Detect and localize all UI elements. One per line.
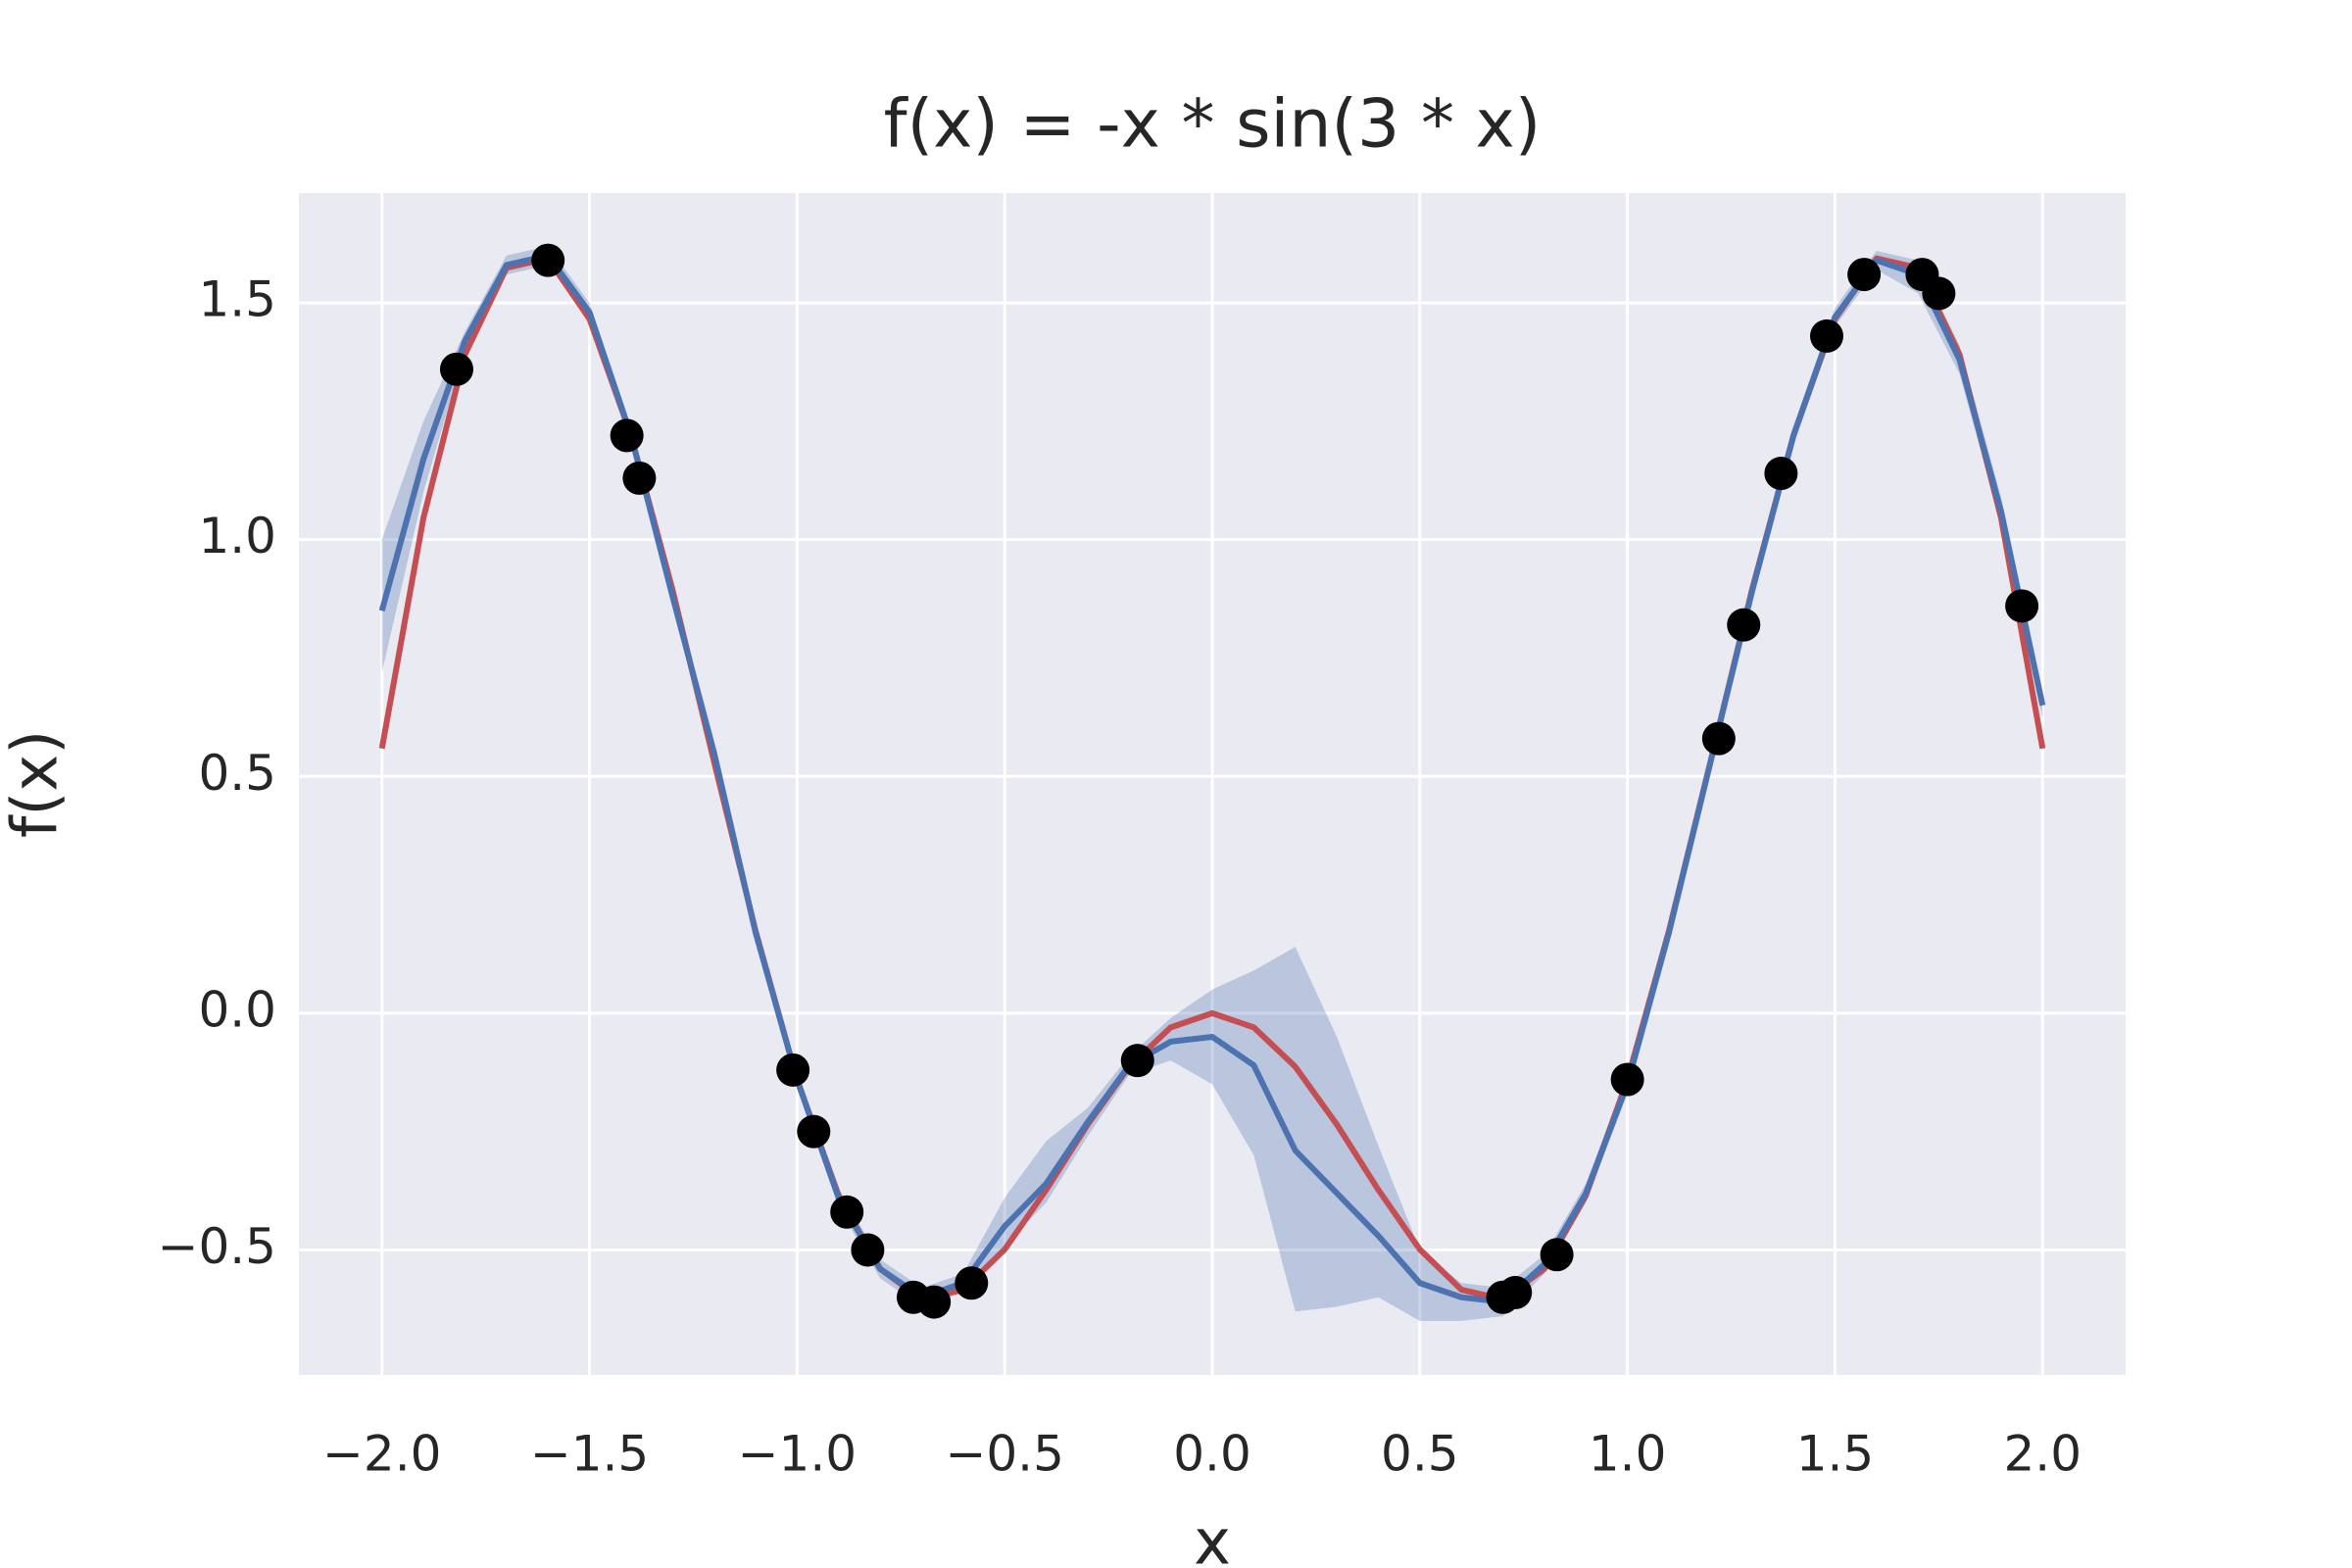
- data-point: [1701, 721, 1736, 756]
- data-point: [1922, 276, 1956, 311]
- x-axis-label: x: [1194, 1507, 1231, 1568]
- y-tick-label: 1.0: [198, 508, 276, 564]
- data-point: [2005, 589, 2039, 623]
- x-tick-label: −2.0: [322, 1426, 441, 1483]
- data-point: [1847, 258, 1882, 292]
- data-point: [830, 1195, 864, 1229]
- data-point: [531, 243, 565, 277]
- data-point: [1540, 1238, 1574, 1272]
- x-tick-label: −1.0: [738, 1426, 857, 1483]
- x-tick-label: 2.0: [2004, 1426, 2082, 1483]
- data-point: [1610, 1062, 1644, 1097]
- data-point: [1764, 457, 1798, 491]
- y-tick-label: −0.5: [158, 1218, 276, 1275]
- data-point: [622, 461, 657, 495]
- data-point: [439, 352, 473, 386]
- y-tick-label: 0.0: [198, 981, 276, 1038]
- y-axis-label: f(x): [0, 730, 73, 838]
- data-point: [1727, 608, 1761, 642]
- x-tick-label: −0.5: [945, 1426, 1063, 1483]
- data-point: [851, 1233, 885, 1267]
- data-point: [797, 1114, 831, 1149]
- data-point: [1809, 318, 1843, 353]
- x-tick-label: 0.5: [1381, 1426, 1459, 1483]
- data-point: [955, 1266, 989, 1300]
- line: [378, 252, 2046, 1305]
- y-tick-label: 0.5: [198, 745, 276, 802]
- x-tick-label: 1.0: [1589, 1426, 1667, 1483]
- chart-title: f(x) = -x * sin(3 * x): [884, 86, 1542, 164]
- y-tick-label: 1.5: [198, 271, 276, 328]
- x-tick-label: −1.5: [530, 1426, 649, 1483]
- data-point: [610, 418, 644, 453]
- data-point: [917, 1285, 952, 1319]
- x-tick-label: 1.5: [1796, 1426, 1875, 1483]
- x-tick-label: 0.0: [1173, 1426, 1251, 1483]
- data-point: [776, 1053, 810, 1087]
- data-point: [1120, 1044, 1154, 1078]
- data-point: [1498, 1275, 1533, 1309]
